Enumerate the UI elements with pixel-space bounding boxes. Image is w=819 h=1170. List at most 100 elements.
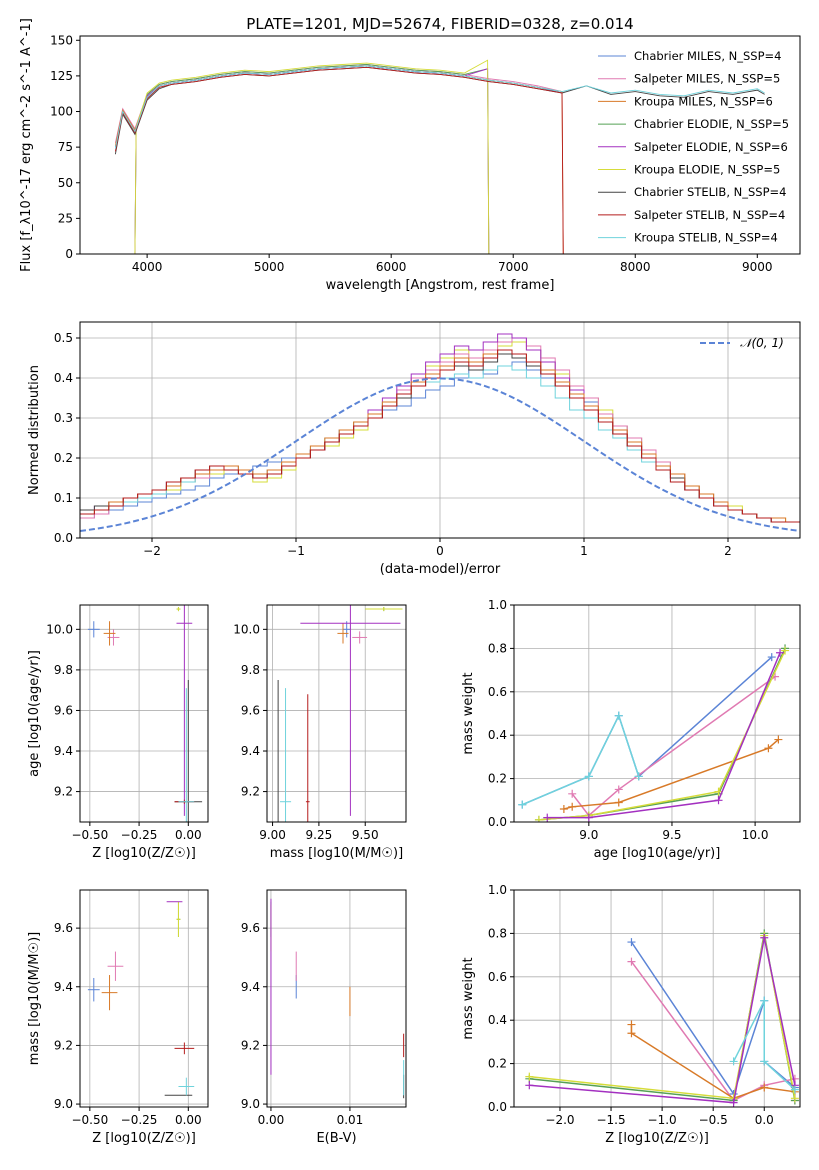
x-tick-label: 0.00 [258, 1113, 285, 1127]
y-tick-label: 0.4 [54, 371, 73, 385]
legend-entry: Kroupa STELIB, N_SSP=4 [634, 231, 778, 245]
weight-marker [568, 802, 577, 811]
x-tick-label: −2 [143, 544, 161, 558]
y-tick-label: 9.6 [241, 703, 260, 717]
chart-title: PLATE=1201, MJD=52674, FIBERID=0328, z=0… [246, 15, 633, 33]
y-tick-label: 9.4 [54, 980, 73, 994]
y-tick-label: 0.2 [488, 1057, 507, 1071]
x-tick-label: −1.5 [596, 1113, 625, 1127]
y-tick-label: 9.8 [54, 663, 73, 677]
axes-frame [79, 604, 209, 823]
x-tick-label: 4000 [132, 260, 163, 274]
x-tick-label: −0.50 [71, 828, 108, 842]
axes-frame [266, 889, 407, 1108]
y-tick-label: 0.5 [54, 331, 73, 345]
x-tick-label: 8000 [620, 260, 651, 274]
x-tick-label: 9.25 [306, 828, 333, 842]
weight-marker [627, 938, 636, 947]
y-tick-label: 0.6 [488, 685, 507, 699]
weight-marker [760, 996, 769, 1005]
axes-frame [266, 604, 407, 823]
plot-area-2 [87, 605, 203, 822]
x-tick-label: −1 [287, 544, 305, 558]
legend-entry: Salpeter MILES, N_SSP=5 [634, 72, 780, 86]
x-tick-label: 0.00 [175, 1113, 202, 1127]
weight-marker [534, 815, 543, 822]
y-tick-label: 1.0 [488, 883, 507, 897]
plot-area-1 [80, 333, 800, 532]
plot-area-6 [270, 898, 405, 1099]
weight-marker [525, 1072, 534, 1081]
weight-marker [760, 1057, 769, 1066]
y-tick-label: 0.0 [488, 1100, 507, 1114]
spectrum-line [114, 66, 564, 254]
weight-marker [518, 800, 527, 809]
legend-entry: Chabrier ELODIE, N_SSP=5 [634, 117, 789, 131]
x-axis-label: Z [log10(Z/Z☉)] [605, 1131, 709, 1146]
weight-marker [790, 1094, 799, 1103]
plot-area-7 [525, 929, 799, 1107]
y-tick-label: 9.6 [54, 703, 73, 717]
weight-line [529, 937, 796, 1104]
weight-marker [714, 796, 723, 805]
x-tick-label: −0.25 [121, 828, 158, 842]
legend-entry: Kroupa ELODIE, N_SSP=5 [634, 163, 780, 177]
y-tick-label: 150 [50, 33, 73, 47]
y-tick-label: 9.0 [54, 1097, 73, 1111]
y-tick-label: 9.6 [54, 921, 73, 935]
x-tick-label: 0 [436, 544, 444, 558]
y-tick-label: 9.8 [241, 663, 260, 677]
weight-marker [729, 1098, 738, 1107]
y-axis-label: mass weight [461, 672, 476, 754]
y-tick-label: 0.2 [488, 772, 507, 786]
y-tick-label: 0.8 [488, 641, 507, 655]
plot-area-4 [518, 644, 790, 822]
weight-marker [584, 813, 593, 822]
weight-marker [767, 653, 776, 662]
y-tick-label: 9.6 [241, 921, 260, 935]
y-tick-label: 9.4 [241, 980, 260, 994]
y-tick-label: 75 [58, 140, 73, 154]
y-tick-label: 9.2 [54, 785, 73, 799]
weight-marker [729, 1057, 738, 1066]
weight-marker [781, 646, 790, 655]
y-axis-label: mass [log10(M/M☉)] [27, 932, 42, 1065]
x-tick-label: 9.00 [259, 828, 286, 842]
weight-marker [634, 772, 643, 781]
weight-marker [764, 744, 773, 753]
axes-frame [79, 35, 801, 255]
y-tick-label: 125 [50, 69, 73, 83]
x-tick-label: 10.0 [742, 828, 769, 842]
x-axis-label: mass [log10(M/M☉)] [270, 846, 403, 861]
x-tick-label: 9.0 [579, 828, 598, 842]
x-tick-label: −0.50 [71, 1113, 108, 1127]
x-tick-label: 6000 [376, 260, 407, 274]
y-tick-label: 9.2 [241, 785, 260, 799]
weight-marker [627, 1020, 636, 1029]
spectrum-line [114, 65, 563, 148]
x-tick-label: −0.5 [699, 1113, 728, 1127]
weight-marker [559, 804, 568, 813]
x-axis-label: wavelength [Angstrom, rest frame] [326, 278, 555, 293]
y-tick-label: 0.6 [488, 970, 507, 984]
spectrum-line [114, 65, 564, 254]
spectrum-line [134, 64, 490, 254]
weight-line [547, 652, 781, 819]
y-tick-label: 0.0 [488, 815, 507, 829]
axes-frame [513, 889, 801, 1108]
x-axis-label: (data-model)/error [380, 562, 501, 577]
axes-frame [79, 889, 209, 1108]
x-tick-label: 9.50 [352, 828, 379, 842]
y-axis-label: Normed distribution [27, 365, 42, 495]
legend-entry: Salpeter STELIB, N_SSP=4 [634, 208, 785, 222]
weight-marker [543, 813, 552, 822]
spectrum-line [114, 65, 765, 149]
weight-marker [627, 957, 636, 966]
weight-marker [568, 789, 577, 798]
spectrum-line [134, 59, 490, 254]
y-axis-label: Flux [f_λ10^-17 erg cm^-2 s^-1 A^-1] [19, 18, 34, 272]
x-tick-label: −2.0 [545, 1113, 574, 1127]
y-tick-label: 9.4 [54, 744, 73, 758]
y-tick-label: 10.0 [46, 622, 73, 636]
